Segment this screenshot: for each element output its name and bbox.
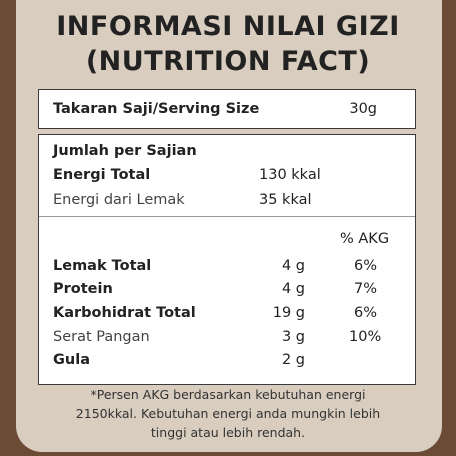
serving-size-label: Takaran Saji/Serving Size: [53, 101, 260, 117]
nutrient-amount: 4 g: [281, 281, 305, 297]
nutrient-amount: 19 g: [272, 305, 305, 321]
nutrient-label: Gula: [53, 352, 90, 368]
nutrient-amount: 4 g: [281, 258, 305, 274]
nutrient-label: Protein: [53, 281, 113, 297]
energy-fat-value: 35 kkal: [259, 192, 312, 208]
nutrition-table: Jumlah per Sajian Energi Total 130 kkal …: [38, 134, 416, 385]
footnote-line-1: *Persen AKG berdasarkan kebutuhan energi: [90, 387, 366, 402]
nutrient-akg: 7%: [354, 281, 378, 297]
nutrient-label: Serat Pangan: [53, 329, 150, 345]
title-line-1: INFORMASI NILAI GIZI: [56, 11, 400, 42]
energy-total-label: Energi Total: [53, 167, 151, 183]
nutrient-amount: 3 g: [281, 329, 305, 345]
serving-size-value: 30g: [349, 101, 377, 117]
footnote-line-3: tinggi atau lebih rendah.: [150, 425, 306, 440]
section-divider: [39, 216, 415, 217]
per-serving-heading: Jumlah per Sajian: [53, 143, 197, 159]
nutrient-akg: 6%: [354, 258, 378, 274]
nutrient-amount: 2 g: [281, 352, 305, 368]
serving-size-box: Takaran Saji/Serving Size 30g: [38, 89, 416, 129]
energy-fat-label: Energi dari Lemak: [53, 192, 185, 208]
akg-footnote: *Persen AKG berdasarkan kebutuhan energi…: [20, 385, 436, 442]
akg-header: % AKG: [340, 231, 390, 247]
nutrient-label: Karbohidrat Total: [53, 305, 196, 321]
footnote-line-2: 2150kkal. Kebutuhan energi anda mungkin …: [75, 406, 381, 421]
nutrient-label: Lemak Total: [53, 258, 152, 274]
nutrient-akg: 10%: [349, 329, 382, 345]
energy-total-value: 130 kkal: [259, 167, 321, 183]
title-line-2: (NUTRITION FACT): [85, 46, 371, 77]
nutrient-akg: 6%: [354, 305, 378, 321]
